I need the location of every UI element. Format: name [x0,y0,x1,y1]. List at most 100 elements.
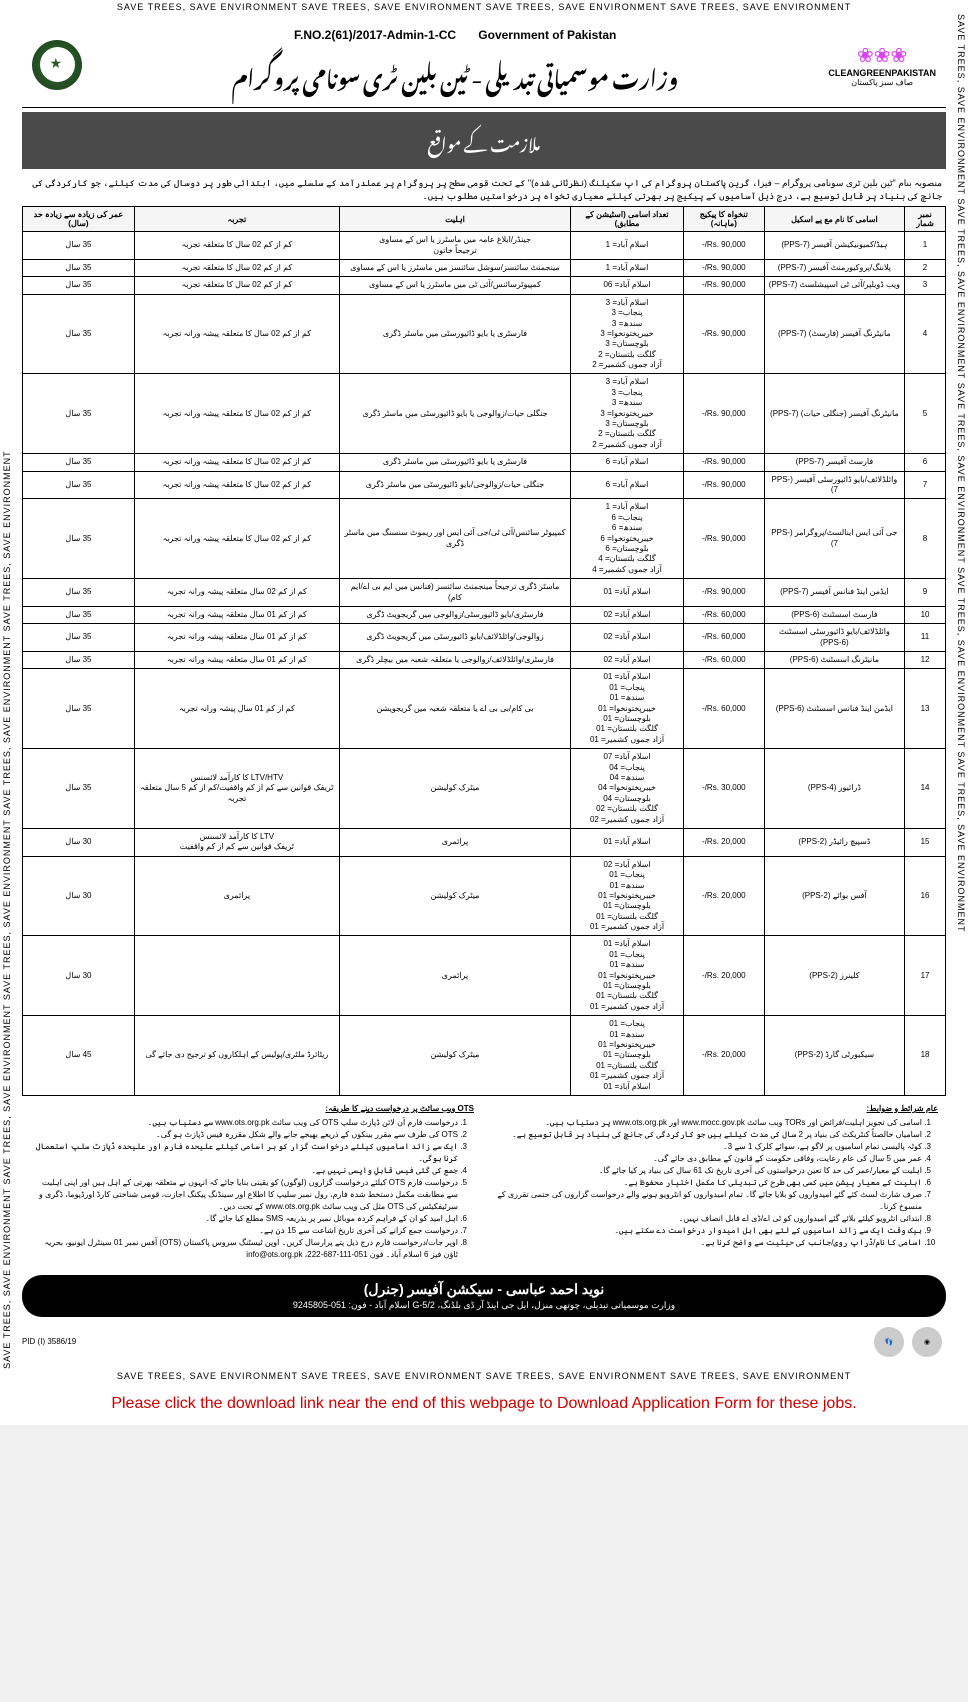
job-opportunities-banner: ملازمت کے مواقع [22,112,946,169]
table-cell: ریٹائرڈ ملٹری/پولیس کے اہلکاروں کو ترجیح… [134,1016,339,1096]
table-cell: ڈرائیور (PPS-4) [764,749,904,829]
table-cell: 17 [905,936,946,1016]
table-cell: مانیٹرنگ اسسٹنٹ (PPS-6) [764,652,904,669]
header-reference: F.NO.2(61)/2017-Admin-1-CC [294,28,456,42]
table-row: 1ہیڈ/کمیونیکیشن آفیسر (PPS-7)Rs. 90,000/… [23,232,946,260]
table-cell: زوالوجی/وائلڈلائف/بایو ڈائیورسٹی میں گری… [339,624,570,652]
table-cell: اسلام آباد= 02 [571,606,684,623]
table-cell: 5 [905,374,946,454]
table-cell: کم از کم 02 سال کا متعلقہ پیشہ ورانہ تجر… [134,374,339,454]
note-item: عمر میں 5 سال کی عام رعایت، وفاقی حکومت … [494,1153,922,1165]
table-cell: کم از کم 02 سال کا متعلقہ پیشہ ورانہ تجر… [134,471,339,499]
table-row: 8جی آئی ایس اینالسٹ/پروگرامر (PPS-7)Rs. … [23,499,946,579]
pakistan-emblem-icon [32,40,82,90]
table-cell: ایڈمن اینڈ فنانس آفیسر (PPS-7) [764,579,904,607]
footer-address: وزارت موسمیاتی تبدیلی، چوتھی منزل، ایل ج… [28,1300,940,1311]
table-cell: اسلام آباد= 1 پنجاب= 6 سندھ= 6 خیبرپختون… [571,499,684,579]
table-row: 2پلاننگ/پروکیورمنٹ آفیسر (PPS-7)Rs. 90,0… [23,259,946,276]
table-cell: جی آئی ایس اینالسٹ/پروگرامر (PPS-7) [764,499,904,579]
table-cell: اسلام آباد= 01 پنجاب= 01 سندھ= 01 خیبرپخ… [571,936,684,1016]
footer-logos: 👣 ◉ [870,1323,946,1361]
notes-section: عام شرائط و ضوابط: اسامی کی تجویز اہلیت/… [22,1096,946,1269]
table-cell: 13 [905,669,946,749]
table-cell: Rs. 60,000/- [683,669,764,749]
table-cell: Rs. 20,000/- [683,856,764,936]
table-cell: فارسٹ آفیسر (PPS-7) [764,454,904,471]
table-header: اہلیت [339,207,570,232]
note-item: اہل امید کو ان کے فراہم کردہ موبائل نمبر… [30,1213,458,1225]
table-cell: 9 [905,579,946,607]
table-cell [134,936,339,1016]
table-row: 9ایڈمن اینڈ فنانس آفیسر (PPS-7)Rs. 90,00… [23,579,946,607]
table-cell: 35 سال [23,454,135,471]
table-cell: 35 سال [23,579,135,607]
table-cell: اسلام آباد= 07 پنجاب= 04 سندھ= 04 خیبرپخ… [571,749,684,829]
table-cell: 2 [905,259,946,276]
table-cell: فارسٹری/بایو ڈائیورسٹی/زوالوجی میں گریجو… [339,606,570,623]
table-row: 13ایڈمن اینڈ فنانس اسسٹنٹ (PPS-6)Rs. 60,… [23,669,946,749]
table-header: تنخواہ کا پیکیج (ماہانہ) [683,207,764,232]
top-border-text: SAVE TREES, SAVE ENVIRONMENT SAVE TREES,… [0,0,968,14]
table-cell: کم از کم 01 سال متعلقہ پیشہ ورانہ تجربہ [134,606,339,623]
table-cell: ماسٹر ڈگری ترجیحاً مینجمنٹ سائنسز (فنانس… [339,579,570,607]
header-government: Government of Pakistan [478,28,616,42]
table-cell: 35 سال [23,652,135,669]
table-cell: ویب ڈویلپر/آئی ٹی اسپیشلسٹ (PPS-7) [764,277,904,294]
table-cell: جنگلی حیات/زوالوجی/بایو ڈائیورسٹی میں ما… [339,471,570,499]
table-cell: اسلام آباد= 02 پنجاب= 01 سندھ= 01 خیبرپخ… [571,856,684,936]
intro-paragraph: منصوبہ بنام "ٹین بلین ٹری سونامی پروگرام… [22,173,946,206]
note-item: جمع کی گئی فیس قابلِ واپسی نہیں ہے۔ [30,1165,458,1177]
note-item: کوٹہ پالیسی تمام اسامیوں پر لاگو ہے، سوا… [494,1141,922,1153]
table-row: 14ڈرائیور (PPS-4)Rs. 30,000/-اسلام آباد=… [23,749,946,829]
table-cell: 35 سال [23,277,135,294]
table-cell: Rs. 90,000/- [683,454,764,471]
table-cell: 10 [905,606,946,623]
table-cell: مانیٹرنگ آفیسر (جنگلی حیات) (PPS-7) [764,374,904,454]
table-cell: 35 سال [23,624,135,652]
table-cell: Rs. 60,000/- [683,624,764,652]
table-cell: 4 [905,294,946,374]
table-cell: جنگلی حیات/زوالوجی یا بایو ڈائیورسٹی میں… [339,374,570,454]
note-item: اہلیت کے معیار/عمر کی حد کا تعین درخواست… [494,1165,922,1177]
table-cell: اسلام آباد= 1 [571,232,684,260]
table-cell: مانیٹرنگ آفیسر (فارسٹ) (PPS-7) [764,294,904,374]
table-cell: 7 [905,471,946,499]
table-cell: 18 [905,1016,946,1096]
table-cell: کمپیوٹرسائنس/آئی ٹی میں ماسٹرز یا اس کے … [339,277,570,294]
table-header: تعداد اسامی (اسٹیشن کے مطابق) [571,207,684,232]
table-cell: کلینرز (PPS-2) [764,936,904,1016]
table-cell: 35 سال [23,259,135,276]
table-cell: فارسٹری یا بایو ڈائیورسٹی میں ماسٹر ڈگری [339,294,570,374]
table-cell: Rs. 90,000/- [683,259,764,276]
jobs-table: نمبر شماراسامی کا نام مع پے اسکیلتنخواہ … [22,206,946,1096]
table-cell: کم از کم 01 سال متعلقہ پیشہ ورانہ تجربہ [134,624,339,652]
bottom-border-text: SAVE TREES, SAVE ENVIRONMENT SAVE TREES,… [0,1369,968,1383]
note-item: ابتدائی انٹرویو کیلئے بلائے گئے امیدوارو… [494,1213,922,1225]
table-cell: اسلام آباد= 3 پنجاب= 3 سندھ= 3 خیبرپختون… [571,294,684,374]
table-header: عمر کی زیادہ سے زیادہ حد (سال) [23,207,135,232]
header-urdu-title: وزارت موسمیاتی تبدیلی - ٹین بلین ٹری سون… [82,48,828,103]
table-cell: پلاننگ/پروکیورمنٹ آفیسر (PPS-7) [764,259,904,276]
content-area: F.NO.2(61)/2017-Admin-1-CC Government of… [14,14,954,1369]
table-cell: Rs. 90,000/- [683,579,764,607]
table-cell: 45 سال [23,1016,135,1096]
table-cell: Rs. 60,000/- [683,606,764,623]
table-cell: سیکیورٹی گارڈ (PPS-2) [764,1016,904,1096]
table-cell: فارسٹری یا بایو ڈائیورسٹی میں ماسٹر ڈگری [339,454,570,471]
table-cell: 3 [905,277,946,294]
table-cell: LTV کا کارآمد لائسنس ٹریفک قوانین سے کم … [134,828,339,856]
table-row: 18سیکیورٹی گارڈ (PPS-2)Rs. 20,000/-پنجاب… [23,1016,946,1096]
table-cell: ڈسپیچ رائیڈر (PPS-2) [764,828,904,856]
table-header: تجربہ [134,207,339,232]
table-cell: کم از کم 02 سال کا متعلقہ تجربہ [134,259,339,276]
main-container: SAVE TREES, SAVE ENVIRONMENT SAVE TREES,… [0,14,968,1369]
table-cell: 6 [905,454,946,471]
table-cell: کم از کم 02 سال کا متعلقہ تجربہ [134,277,339,294]
table-cell: Rs. 30,000/- [683,749,764,829]
table-cell: اسلام آباد= 01 [571,579,684,607]
footer-contact: نوید احمد عباسی - سیکشن آفیسر (جنرل) وزا… [22,1275,946,1317]
table-cell: اسلام آباد= 02 [571,624,684,652]
table-cell: 35 سال [23,232,135,260]
table-cell: Rs. 20,000/- [683,1016,764,1096]
logo-urdu-text: صاف سبز پاکستان [828,78,936,87]
